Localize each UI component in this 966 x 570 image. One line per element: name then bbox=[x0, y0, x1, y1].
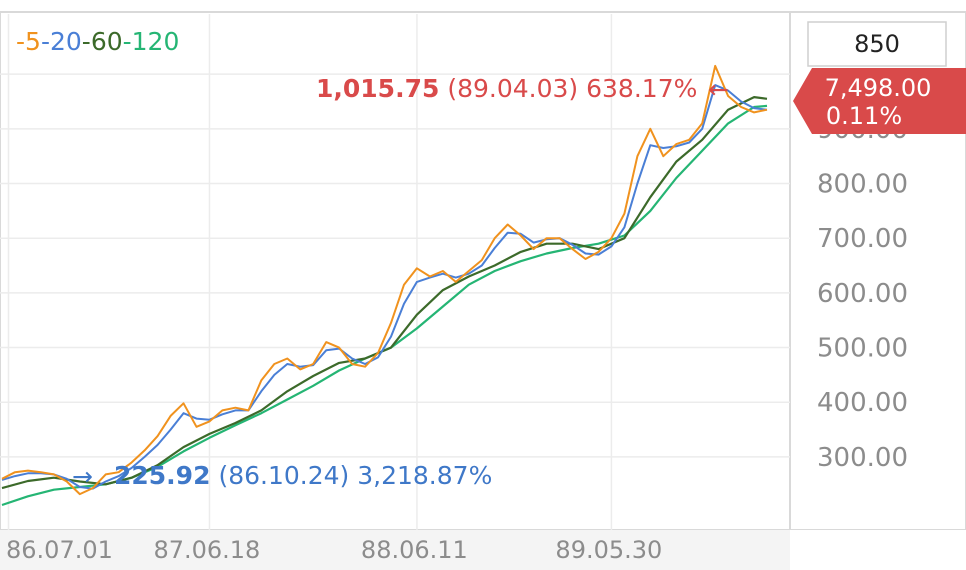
legend-item-60: -60 bbox=[82, 27, 123, 56]
y-tick-label: 700.00 bbox=[817, 224, 908, 254]
date-axis-strip bbox=[0, 530, 790, 570]
current-price-value: 7,498.00 bbox=[825, 74, 932, 102]
current-price-change: 0.11% bbox=[826, 102, 902, 130]
x-axis-ticks: 86.07.01 87.06.18 88.06.11 89.05.30 bbox=[6, 536, 662, 564]
grid-lines bbox=[0, 14, 790, 530]
x-tick-label: 87.06.18 bbox=[153, 536, 260, 564]
high-value: 1,015.75 bbox=[316, 74, 439, 103]
y-tick-label: 400.00 bbox=[817, 388, 908, 418]
y-axis-ticks: 900.00800.00700.00600.00500.00400.00300.… bbox=[817, 115, 908, 473]
series-lines bbox=[1, 64, 768, 507]
y-tick-label: 600.00 bbox=[817, 279, 908, 309]
y-tick-label: 300.00 bbox=[817, 443, 908, 473]
high-annotation: 1,015.75 (89.04.03) 638.17% bbox=[316, 74, 697, 103]
high-pct: 638.17% bbox=[586, 74, 697, 103]
legend: -5-20-60-120 bbox=[16, 27, 179, 56]
legend-item-120: -120 bbox=[123, 27, 180, 56]
low-value: 225.92 bbox=[114, 461, 210, 490]
x-tick-label: 86.07.01 bbox=[6, 536, 113, 564]
high-arrow-icon: ← bbox=[708, 75, 729, 104]
series-line-ma60 bbox=[1, 95, 768, 490]
series-line-ma20 bbox=[1, 84, 768, 490]
legend-item-20: -20 bbox=[41, 27, 82, 56]
low-annotation: 225.92 (86.10.24) 3,218.87% bbox=[114, 461, 492, 490]
y-tick-label: 500.00 bbox=[817, 334, 908, 364]
series-line-ma5 bbox=[1, 64, 768, 496]
date-axis-corner bbox=[790, 530, 966, 570]
low-pct: 3,218.87% bbox=[357, 461, 492, 490]
legend-item-5: -5 bbox=[16, 27, 41, 56]
x-tick-label: 89.05.30 bbox=[555, 536, 662, 564]
y-tick-label: 800.00 bbox=[817, 170, 908, 200]
plot-area bbox=[0, 11, 791, 531]
low-date: (86.10.24) bbox=[218, 461, 349, 490]
high-date: (89.04.03) bbox=[447, 74, 578, 103]
x-tick-label: 88.06.11 bbox=[361, 536, 468, 564]
scale-value: 850 bbox=[854, 30, 900, 58]
current-price-tag: 7,498.00 0.11% bbox=[793, 68, 966, 134]
low-arrow-icon: → bbox=[72, 462, 93, 491]
scale-input[interactable]: 850 bbox=[807, 21, 947, 67]
